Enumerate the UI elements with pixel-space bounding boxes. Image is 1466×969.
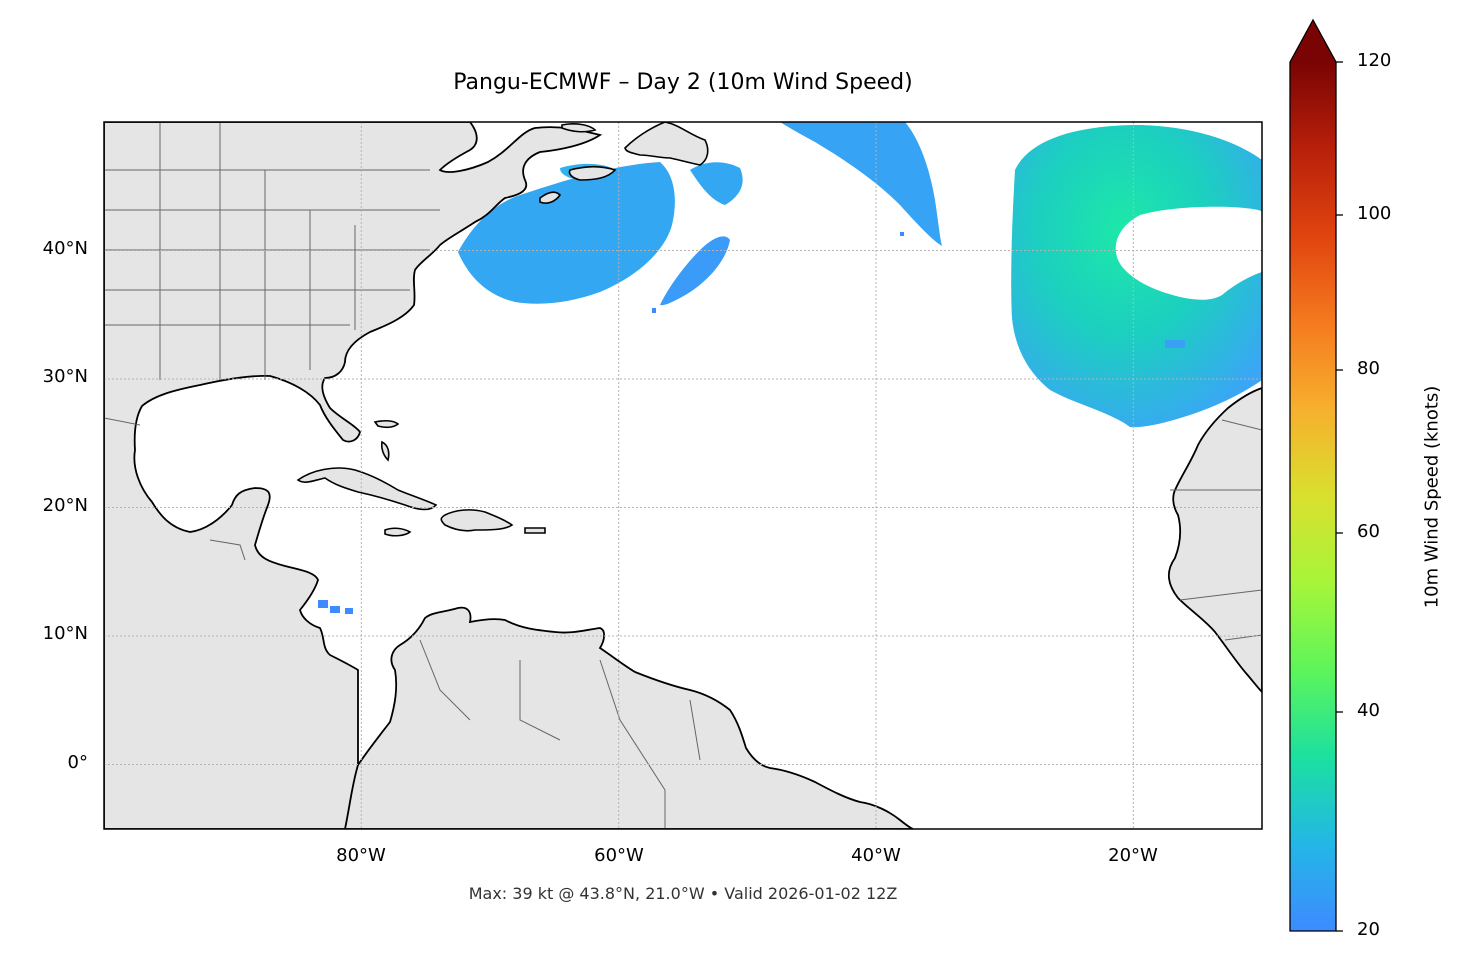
colorbar	[1289, 18, 1343, 932]
colorbar-outline	[1289, 18, 1337, 932]
map-area	[104, 122, 1262, 829]
lon-tick-20w: 20°W	[1108, 845, 1158, 866]
colorbar-label: 10m Wind Speed (knots)	[1421, 385, 1443, 609]
colorbar-tick-60: 60	[1357, 521, 1380, 542]
colorbar-tick-20: 20	[1357, 919, 1380, 940]
lat-tick-10n: 10°N	[42, 623, 88, 644]
atlantic-canada-islands	[539, 122, 709, 204]
africa-land	[1168, 387, 1262, 694]
colorbar-tick-80: 80	[1357, 358, 1380, 379]
lat-tick-20n: 20°N	[42, 495, 88, 516]
lat-tick-0: 0°	[67, 752, 88, 773]
colorbar-tick-100: 100	[1357, 203, 1392, 224]
lon-tick-40w: 40°W	[851, 845, 901, 866]
colorbar-tick-120: 120	[1357, 50, 1392, 71]
map-frame	[103, 121, 1263, 830]
wind-speed-field	[170, 122, 1262, 648]
lon-tick-60w: 60°W	[594, 845, 644, 866]
colorbar-gradient	[1290, 62, 1336, 931]
colorbar-tick-40: 40	[1357, 700, 1380, 721]
lat-tick-30n: 30°N	[42, 366, 88, 387]
caribbean-islands	[296, 419, 546, 537]
map-title: Pangu-ECMWF – Day 2 (10m Wind Speed)	[453, 70, 913, 95]
lat-tick-40n: 40°N	[42, 238, 88, 259]
lon-tick-80w: 80°W	[336, 845, 386, 866]
south-america-land	[344, 606, 914, 829]
gridlines	[104, 122, 1262, 829]
north-america-land	[104, 122, 603, 829]
colorbar-extend-arrow	[1290, 20, 1336, 62]
footer-caption: Max: 39 kt @ 43.8°N, 21.0°W • Valid 2026…	[468, 884, 898, 903]
